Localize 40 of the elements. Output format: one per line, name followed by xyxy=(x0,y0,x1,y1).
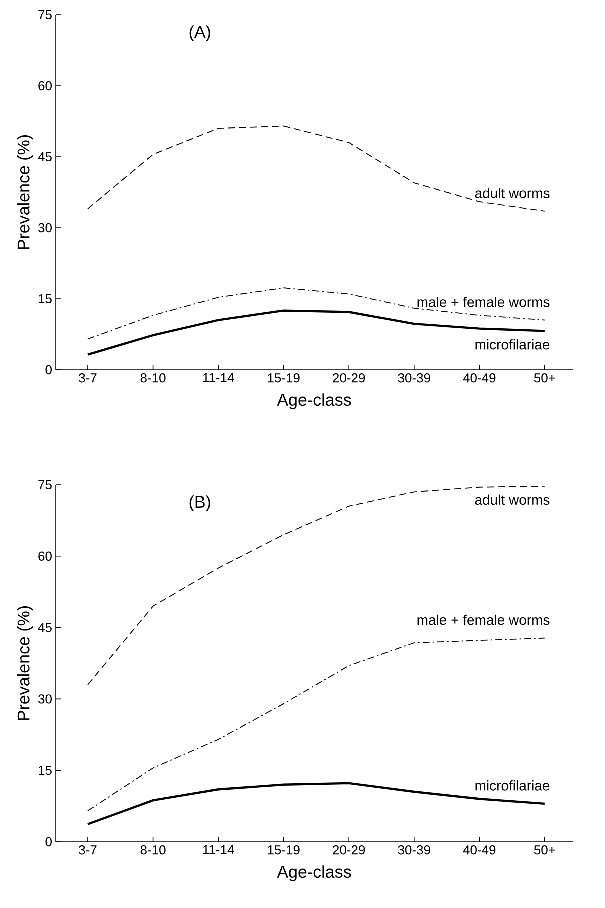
y-tick-label: 75 xyxy=(38,480,52,490)
x-axis-title: Age-class xyxy=(277,394,352,410)
x-tick-label: 40-49 xyxy=(463,846,496,855)
x-tick-label: 50+ xyxy=(534,846,556,855)
y-tick-label: 15 xyxy=(39,294,52,304)
y-tick-label: 30 xyxy=(38,694,52,704)
y-tick-label: 0 xyxy=(46,365,52,375)
x-tick-label: 20-29 xyxy=(333,846,366,855)
x-tick-label: 3-7 xyxy=(79,374,97,383)
x-tick-label: 3-7 xyxy=(79,846,97,855)
x-tick-label: 15-19 xyxy=(268,846,300,855)
y-axis-title: Prevalence (%) xyxy=(17,606,34,720)
annotation: (A) xyxy=(190,26,210,42)
x-tick-label: 20-29 xyxy=(333,374,366,383)
x-tick-label: 40-49 xyxy=(463,374,496,383)
x-tick-label: 8-10 xyxy=(140,846,166,855)
x-tick-label: 11-14 xyxy=(203,374,234,382)
series-label: male + female worms xyxy=(418,296,550,308)
y-tick-label: 45 xyxy=(38,623,52,632)
y-tick-label: 75 xyxy=(38,10,52,20)
x-tick-label: 50+ xyxy=(534,374,556,383)
series-label: microfilariae xyxy=(476,339,550,350)
series-label: adult worms xyxy=(475,188,550,198)
y-tick-label: 15 xyxy=(39,766,52,776)
y-tick-label: 60 xyxy=(38,552,52,561)
x-tick-label: 11-14 xyxy=(203,846,234,854)
x-tick-label: 15-19 xyxy=(268,374,300,383)
series-label: adult worms xyxy=(475,494,550,506)
y-tick-label: 0 xyxy=(46,837,52,847)
series-label: microfilariae xyxy=(476,780,550,791)
y-tick-label: 45 xyxy=(38,152,52,162)
annotation: (B) xyxy=(190,496,210,512)
x-tick-label: 30-39 xyxy=(398,846,430,855)
y-axis-title: Prevalence (%) xyxy=(17,135,34,250)
x-axis-title: Age-class xyxy=(277,866,352,882)
x-tick-label: 8-10 xyxy=(140,374,166,383)
x-tick-label: 30-39 xyxy=(398,374,430,383)
y-tick-label: 60 xyxy=(38,81,52,91)
y-tick-label: 30 xyxy=(38,223,52,233)
series-label: male + female worms xyxy=(418,614,550,626)
